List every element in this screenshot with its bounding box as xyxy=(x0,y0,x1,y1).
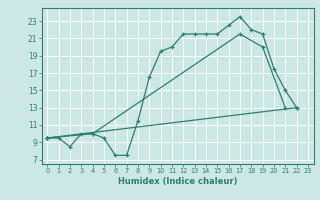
X-axis label: Humidex (Indice chaleur): Humidex (Indice chaleur) xyxy=(118,177,237,186)
